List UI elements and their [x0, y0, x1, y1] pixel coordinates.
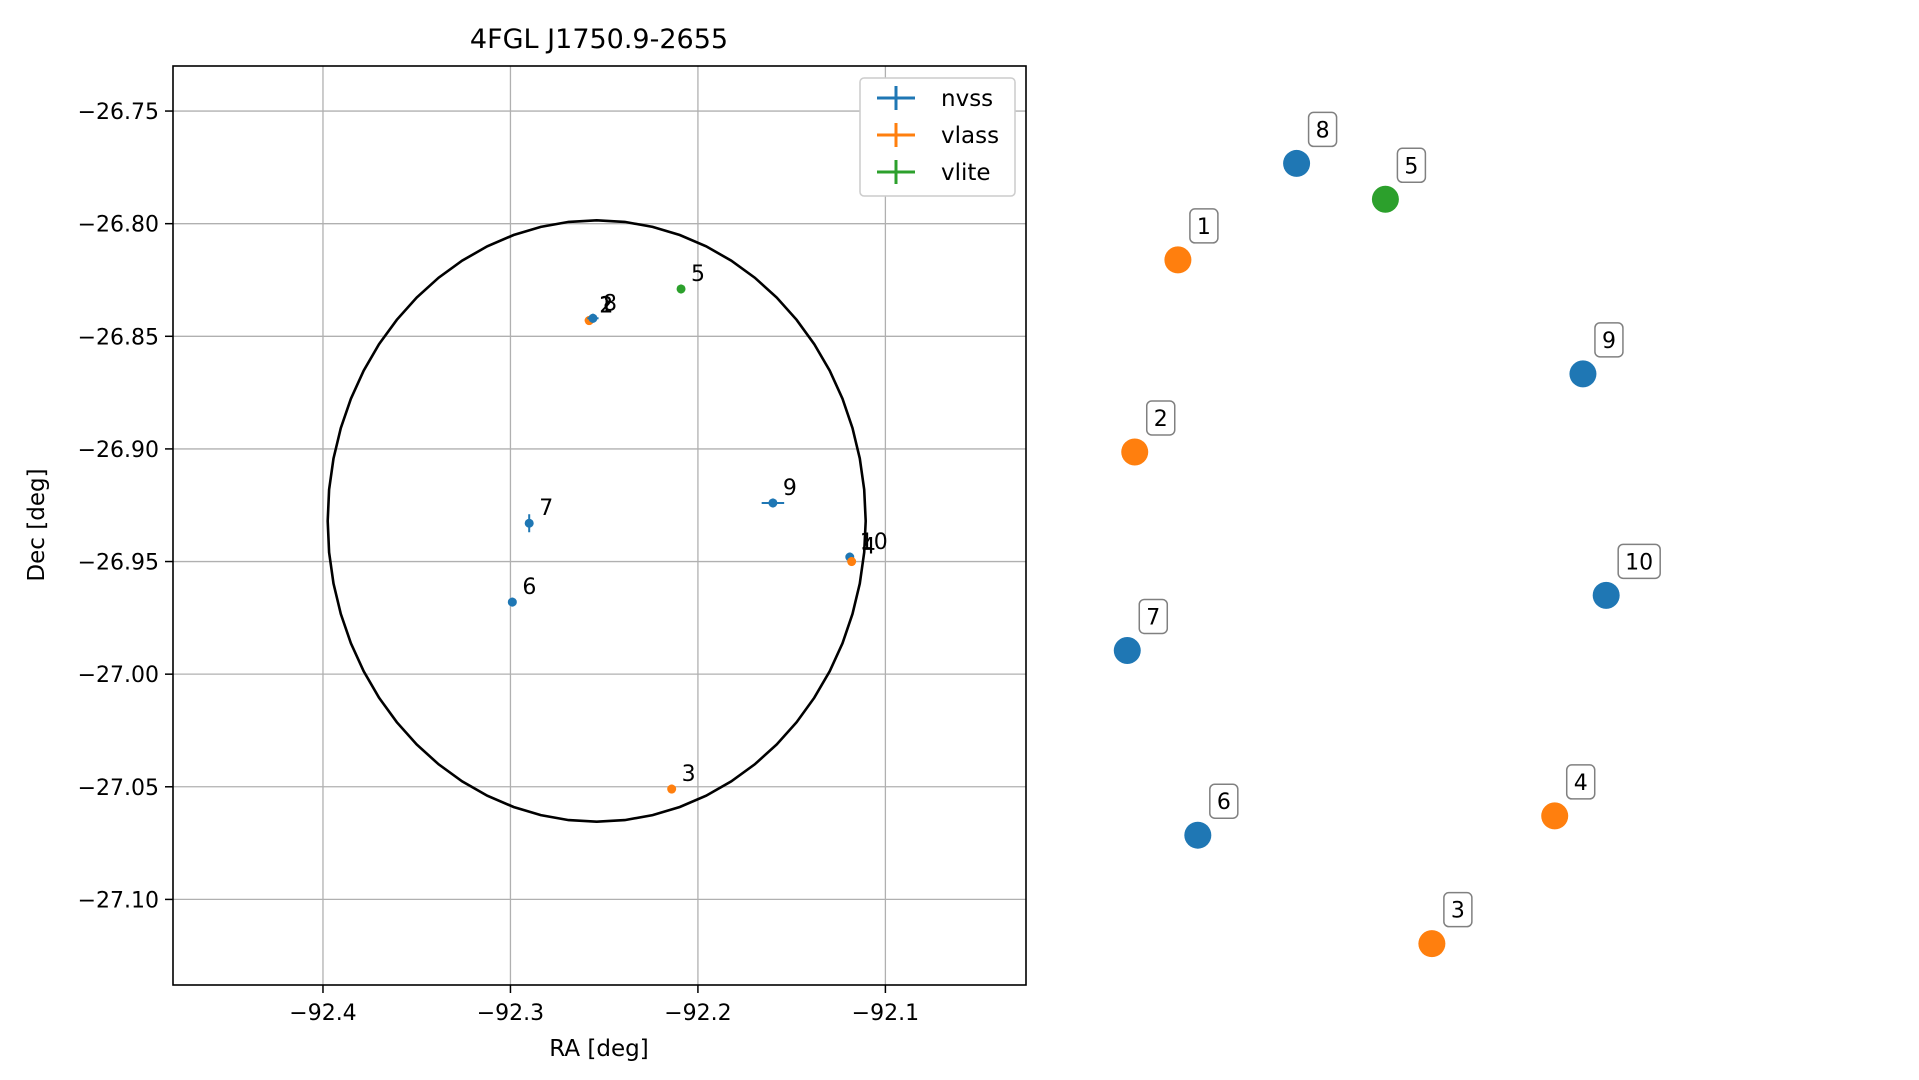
index-label-box — [1189, 208, 1219, 244]
index-marker-10: 10 — [1592, 543, 1661, 609]
sky-position-plot: 4FGL J1750.9-2655 128 5 9 7 104 6 3 −92.4 −92.3… — [24, 24, 1027, 1062]
index-label-10: 10 — [1625, 550, 1653, 575]
index-marker-2: 2 — [1121, 400, 1176, 466]
index-label-box — [1307, 111, 1338, 148]
source-labels: 128 5 9 7 104 6 3 — [522, 262, 887, 787]
index-label-4: 4 — [1574, 771, 1588, 796]
index-label-8: 8 — [1316, 118, 1330, 143]
index-dot — [1121, 438, 1149, 466]
chart-title: 4FGL J1750.9-2655 — [470, 24, 728, 55]
legend-item-vlite: vlite — [877, 160, 991, 186]
source-marker-9 — [761, 498, 785, 508]
source-index-plot: 1 2 3 4 5 6 7 8 9 10 — [1113, 111, 1661, 958]
index-label-box — [1145, 400, 1176, 436]
source-marker-7 — [524, 514, 534, 533]
index-label-box — [1209, 783, 1239, 819]
source-marker-4 — [847, 557, 857, 567]
y-tick-label: −27.00 — [78, 663, 159, 688]
source-label-1: 1 — [599, 294, 613, 319]
source-label-8: 8 — [603, 291, 617, 316]
x-tick-label: −92.1 — [852, 1001, 919, 1026]
index-dot — [1113, 636, 1141, 664]
index-label-7: 7 — [1146, 605, 1160, 630]
index-label-6: 6 — [1217, 790, 1231, 815]
source-label-10: 10 — [860, 530, 888, 555]
index-label-1: 1 — [1197, 215, 1211, 240]
index-marker-9: 9 — [1569, 322, 1624, 388]
source-marker-3 — [667, 784, 677, 794]
source-label-9: 9 — [783, 476, 797, 501]
index-label-box — [1594, 322, 1624, 358]
index-label-box — [1617, 543, 1661, 580]
x-axis-label: RA [deg] — [549, 1036, 648, 1062]
source-label-5: 5 — [691, 262, 705, 287]
source-label-7: 7 — [539, 496, 553, 521]
index-dot — [1184, 821, 1212, 849]
index-dot — [1569, 360, 1597, 388]
y-axis-ticks: −26.75 −26.80 −26.85 −26.90 −26.95 −27.00 −27.… — [78, 100, 173, 913]
plot-frame — [172, 65, 1027, 986]
x-tick-label: −92.3 — [477, 1001, 544, 1026]
index-dot — [1592, 581, 1620, 609]
source-marker-8 — [587, 313, 599, 323]
index-marker-8: 8 — [1283, 111, 1338, 177]
index-dot — [1418, 930, 1446, 958]
y-axis-label: Dec [deg] — [24, 468, 50, 581]
y-tick-label: −27.05 — [78, 776, 159, 801]
source-label-4: 4 — [862, 535, 876, 560]
index-dot — [1283, 149, 1311, 177]
legend-label-vlass: vlass — [941, 123, 999, 149]
legend-label-vlite: vlite — [941, 160, 991, 186]
y-tick-label: −26.80 — [78, 213, 159, 238]
y-tick-label: −26.90 — [78, 438, 159, 463]
index-label-box — [1396, 147, 1427, 184]
legend-label-nvss: nvss — [941, 86, 993, 112]
index-marker-6: 6 — [1184, 783, 1239, 849]
index-marker-4: 4 — [1541, 764, 1596, 830]
grid-lines — [173, 66, 1026, 985]
x-axis-ticks: −92.4 −92.3 −92.2 −92.1 — [289, 985, 919, 1026]
index-marker-7: 7 — [1113, 598, 1169, 664]
y-tick-label: −26.85 — [78, 325, 159, 350]
index-label-2: 2 — [1154, 407, 1168, 432]
x-tick-label: −92.2 — [664, 1001, 731, 1026]
localization-ellipse — [326, 218, 867, 824]
legend-box — [859, 77, 1016, 197]
index-marker-5: 5 — [1371, 147, 1427, 213]
y-tick-label: −27.10 — [78, 888, 159, 913]
index-dot — [1164, 246, 1192, 274]
index-label-3: 3 — [1451, 899, 1465, 924]
source-label-2: 2 — [599, 294, 613, 319]
error-ellipse — [326, 218, 867, 824]
legend-item-vlass: vlass — [877, 123, 999, 149]
index-label-5: 5 — [1404, 154, 1418, 179]
source-markers — [507, 284, 857, 794]
index-label-9: 9 — [1602, 329, 1616, 354]
index-marker-3: 3 — [1418, 891, 1473, 958]
x-tick-label: −92.4 — [289, 1001, 356, 1026]
source-label-3: 3 — [682, 762, 696, 787]
source-marker-5 — [676, 284, 686, 294]
source-label-6: 6 — [522, 575, 536, 600]
index-dot — [1371, 185, 1399, 213]
legend-item-nvss: nvss — [877, 86, 993, 112]
y-tick-label: −26.95 — [78, 551, 159, 576]
y-tick-label: −26.75 — [78, 100, 159, 125]
legend: nvss vlass vlite — [859, 77, 1016, 197]
index-dot — [1541, 802, 1569, 830]
index-label-box — [1565, 764, 1596, 800]
source-marker-6 — [507, 597, 517, 607]
index-label-box — [1443, 891, 1473, 928]
index-label-box — [1138, 598, 1169, 635]
index-marker-1: 1 — [1164, 208, 1219, 274]
